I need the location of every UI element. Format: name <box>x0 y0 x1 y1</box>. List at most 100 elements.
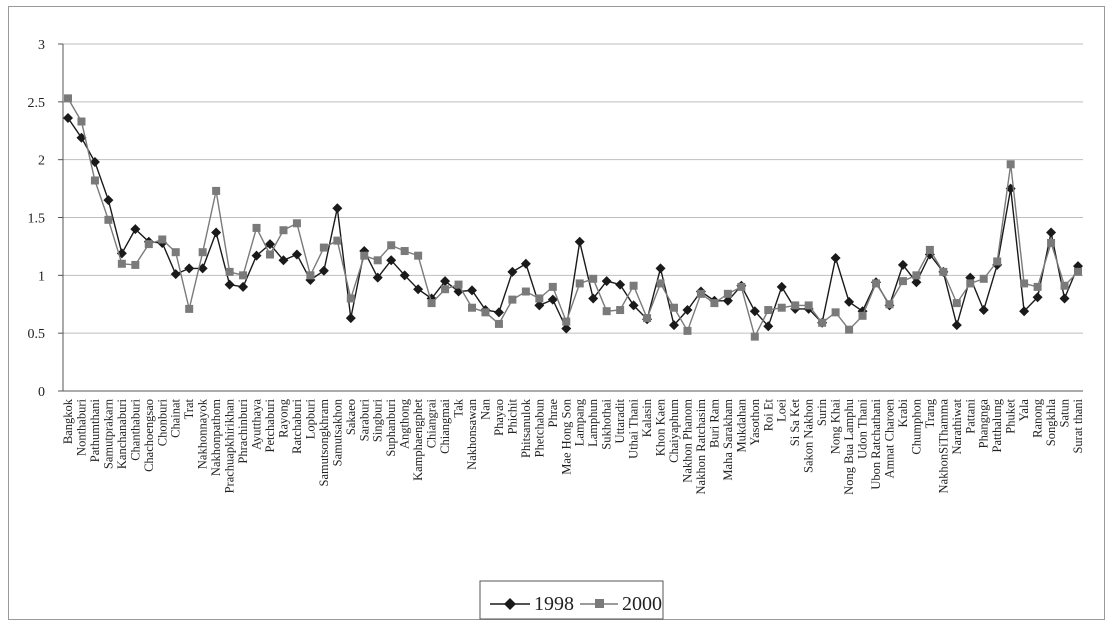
x-tick-label: Buri Ram <box>707 399 721 448</box>
x-tick-label: Nakhon Phanom <box>680 399 694 483</box>
x-tick-label: Samutsongkhram <box>317 399 331 487</box>
data-point-1998 <box>224 279 235 290</box>
data-point-2000 <box>535 294 544 303</box>
data-point-1998 <box>386 255 397 266</box>
data-point-2000 <box>764 306 773 315</box>
x-tick-label: Kamphaengphet <box>411 398 425 480</box>
x-tick-label: Lamphun <box>586 398 600 447</box>
data-point-2000 <box>333 236 342 245</box>
x-tick-label: Nakhon Ratchasim <box>694 399 708 495</box>
x-tick-label: Phitsanulok <box>519 398 533 458</box>
y-tick-label: 0.5 <box>28 327 46 342</box>
legend-marker-square <box>595 599 604 608</box>
data-point-1998 <box>467 285 477 296</box>
x-tick-label: Phichit <box>505 398 519 434</box>
data-point-2000 <box>629 281 638 290</box>
x-tick-label: Kanchanaburi <box>115 398 129 469</box>
data-point-2000 <box>521 287 530 296</box>
x-tick-label: Patthalung <box>990 398 1004 452</box>
data-point-2000 <box>912 271 921 280</box>
x-tick-label: Samutprakarn <box>101 398 115 469</box>
data-point-2000 <box>279 226 288 235</box>
x-tick-label: Chiangmai <box>438 398 452 453</box>
data-point-2000 <box>872 279 880 288</box>
x-tick-label: Roi Et <box>761 398 775 431</box>
data-point-1998 <box>1032 292 1043 303</box>
data-point-1998 <box>197 263 208 274</box>
data-point-2000 <box>158 235 167 244</box>
data-point-1998 <box>763 321 774 332</box>
x-tick-label: Pattani <box>963 398 977 433</box>
x-tick-label: Phrachinburi <box>236 398 250 463</box>
x-tick-label: Amnat Charoen <box>882 398 896 478</box>
x-tick-label: Nong Khai <box>829 398 843 454</box>
data-point-2000 <box>777 303 786 312</box>
data-point-2000 <box>1047 238 1056 247</box>
data-point-1998 <box>63 113 73 124</box>
x-tick-label: Satun <box>1058 398 1072 427</box>
x-tick-label: Uttaradit <box>613 398 627 443</box>
data-point-2000 <box>1020 279 1029 288</box>
x-tick-label: Ayutthaya <box>250 399 264 450</box>
data-point-1998 <box>669 320 679 331</box>
data-point-1998 <box>372 272 383 283</box>
data-point-2000 <box>845 325 854 334</box>
x-tick-label: Nong Bua Lamphu <box>842 398 856 495</box>
data-point-1998 <box>588 293 599 304</box>
data-point-2000 <box>723 289 732 298</box>
x-tick-label: Ubon Ratchathani <box>869 398 883 489</box>
x-tick-label: Mukdahan <box>734 398 748 452</box>
data-point-1998 <box>628 300 639 311</box>
data-point-2000 <box>481 308 490 317</box>
data-point-2000 <box>266 250 274 259</box>
data-point-1998 <box>89 156 100 167</box>
legend-marker-diamond <box>504 598 516 610</box>
data-point-2000 <box>292 219 301 228</box>
y-tick-label: 2.5 <box>28 96 46 111</box>
x-tick-label: Phetchabun <box>532 398 546 457</box>
data-point-2000 <box>212 186 221 195</box>
x-tick-label: Khon Kaen <box>654 398 668 456</box>
data-point-2000 <box>441 285 450 294</box>
data-point-2000 <box>548 282 557 291</box>
data-point-2000 <box>616 306 625 315</box>
data-point-2000 <box>225 267 234 276</box>
data-point-1998 <box>345 313 356 324</box>
x-tick-label: Angthong <box>398 398 412 449</box>
x-tick-label: NakhonSiThamma <box>936 399 950 494</box>
data-point-2000 <box>683 326 692 335</box>
x-tick-label: Trang <box>923 398 937 428</box>
x-tick-label: Yala <box>1017 399 1031 422</box>
data-point-2000 <box>1033 282 1042 291</box>
x-tick-label: Phayao <box>492 399 506 436</box>
data-point-1998 <box>749 306 760 317</box>
x-tick-label: Nonthaburi <box>74 398 88 455</box>
data-point-2000 <box>952 299 961 308</box>
data-point-1998 <box>238 281 249 292</box>
data-point-2000 <box>454 280 463 289</box>
data-point-2000 <box>737 282 746 291</box>
legend-label-1998: 1998 <box>534 593 574 615</box>
data-point-2000 <box>562 317 571 326</box>
axes <box>58 43 1083 392</box>
data-point-2000 <box>939 267 948 276</box>
data-point-2000 <box>993 257 1002 266</box>
data-point-1998 <box>170 269 181 280</box>
x-tick-label: Trat <box>182 398 196 419</box>
y-tick-label: 1 <box>38 269 45 284</box>
data-point-2000 <box>387 241 396 250</box>
data-point-1998 <box>897 259 908 270</box>
data-point-2000 <box>171 248 180 257</box>
legend-label-2000: 2000 <box>622 593 662 615</box>
data-point-1998 <box>440 276 451 287</box>
x-tick-label: Surin <box>815 398 829 426</box>
chart-frame <box>8 6 1105 620</box>
data-point-2000 <box>831 308 840 317</box>
data-point-1998 <box>493 307 504 318</box>
y-tick-labels: 0 0.5 1 1.5 2 2.5 3 <box>28 38 46 400</box>
data-point-1998 <box>130 224 141 235</box>
data-point-2000 <box>131 260 140 269</box>
x-tick-label: Phuket <box>1004 398 1018 433</box>
data-point-1998 <box>547 294 558 305</box>
